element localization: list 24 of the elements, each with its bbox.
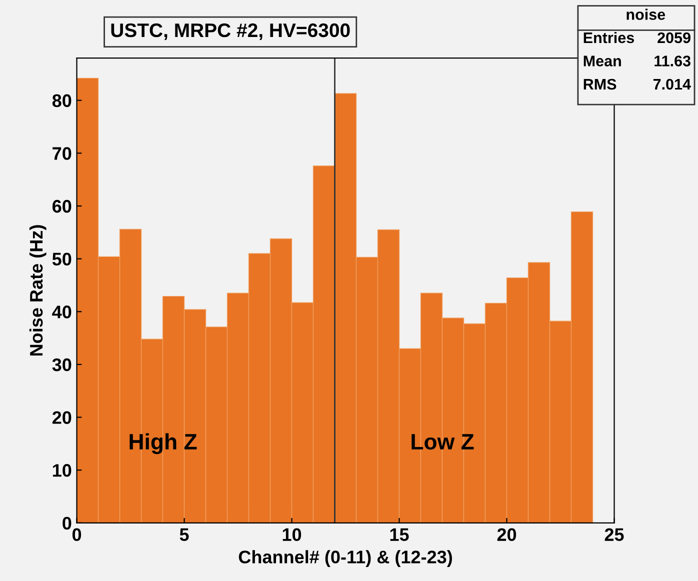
y-tick-label: 20 (52, 411, 72, 424)
y-tick-label: 30 (52, 358, 72, 372)
x-tick-label: 20 (497, 528, 516, 542)
y-tick-label: 70 (52, 147, 72, 160)
x-tick-label: 15 (390, 528, 409, 542)
text: Entries 2059 (584, 32, 690, 44)
y-tick-label: 50 (52, 252, 72, 266)
annotation: Low Z (412, 434, 474, 450)
x-tick-label: 10 (282, 528, 302, 542)
y-tick-label: 40 (52, 306, 72, 318)
text: noise (626, 8, 666, 20)
chart-title: USTC, MRPC #2, HV=6300 (111, 23, 350, 40)
text: RMS 7.014 (584, 78, 691, 90)
y-axis-title: Noise Rate (Hz) (29, 225, 46, 356)
x-tick-label: 0 (72, 528, 82, 542)
x-axis-title: Channel# (0-11) & (12-23) (238, 550, 452, 567)
y-tick-label: 60 (52, 200, 72, 213)
x-tick-label: 5 (180, 528, 189, 542)
annotation: High Z (130, 433, 197, 454)
text: Mean 11.63 (584, 56, 690, 66)
y-tick-label: 80 (52, 94, 72, 108)
x-tick-label: 25 (604, 528, 624, 542)
y-tick-label: 0 (62, 516, 72, 530)
y-tick-label: 10 (52, 464, 72, 477)
